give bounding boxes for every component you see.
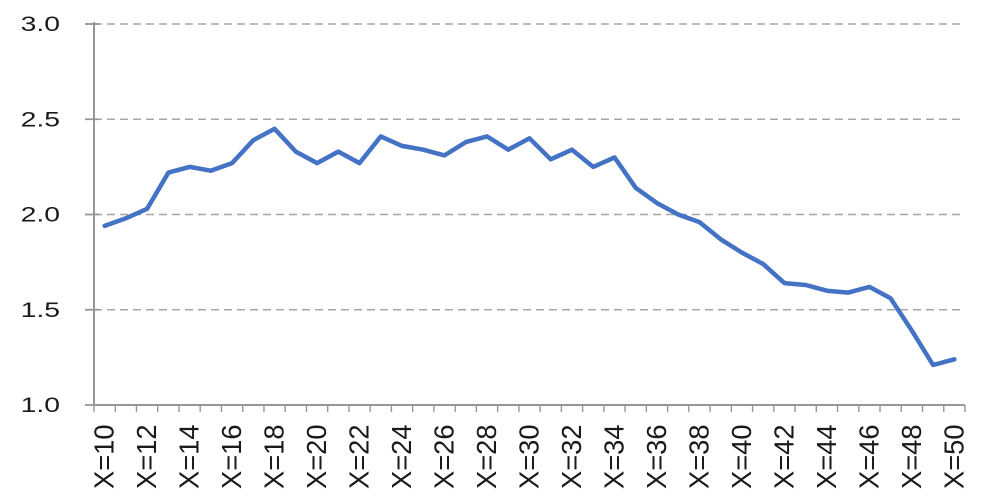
x-tick-label-X=28: X=28 (471, 424, 502, 489)
x-tick-label-X=12: X=12 (131, 424, 162, 489)
x-tick-label-X=14: X=14 (174, 424, 205, 489)
x-tick-label-X=38: X=38 (683, 424, 714, 489)
x-tick-label-X=18: X=18 (259, 424, 290, 489)
x-tick-label-X=48: X=48 (896, 424, 927, 489)
x-tick-label-X=26: X=26 (429, 424, 460, 489)
y-tick-label-2.0: 2.0 (21, 203, 60, 227)
x-tick-label-X=16: X=16 (216, 424, 247, 489)
y-tick-label-2.5: 2.5 (21, 108, 60, 132)
x-tick-label-X=22: X=22 (344, 424, 375, 489)
series-line (102, 126, 957, 368)
x-tick-label-X=30: X=30 (514, 424, 545, 489)
x-tick-label-X=34: X=34 (598, 424, 629, 489)
y-tick-label-3.0: 3.0 (21, 12, 60, 36)
x-tick-label-X=40: X=40 (726, 424, 757, 489)
x-tick-label-X=36: X=36 (641, 424, 672, 489)
y-tick-label-1.5: 1.5 (21, 298, 60, 322)
y-tick-label-1.0: 1.0 (21, 393, 60, 417)
x-tick-label-X=44: X=44 (811, 424, 842, 489)
x-tick-label-X=42: X=42 (768, 424, 799, 489)
x-tick-label-X=50: X=50 (938, 424, 969, 489)
x-tick-label-X=32: X=32 (556, 424, 587, 489)
x-tick-label-X=24: X=24 (386, 424, 417, 489)
x-tick-label-X=46: X=46 (853, 424, 884, 489)
x-tick-label-X=10: X=10 (89, 424, 120, 489)
x-tick-label-X=20: X=20 (301, 424, 332, 489)
